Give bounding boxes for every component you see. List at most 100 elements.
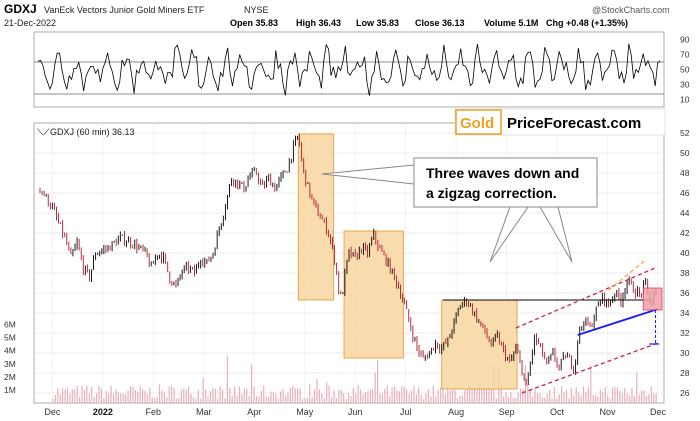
callout-line-1: Three waves down and (426, 165, 579, 181)
price-tick-label: 26 (680, 388, 690, 398)
stockcharts-credit: @StockCharts.com (592, 5, 670, 15)
volume-bar (95, 392, 98, 403)
volume-bar (161, 389, 163, 403)
volume-bar (207, 395, 209, 403)
volume-bar (289, 387, 291, 403)
volume-bar (418, 386, 420, 403)
volume-bar (452, 388, 454, 403)
volume-bar (488, 386, 490, 403)
callout-line-2: a zigzag correction. (426, 185, 557, 201)
volume-bar (175, 398, 178, 403)
volume-bar (69, 393, 71, 403)
callout-box (413, 157, 598, 208)
volume-bar (171, 386, 173, 403)
volume-bar (299, 388, 301, 403)
volume-bar (304, 397, 306, 403)
volume-bar (602, 392, 604, 403)
wave-box (343, 230, 404, 359)
volume-bar (151, 397, 153, 403)
volume-bar (483, 386, 485, 403)
volume-bar (573, 395, 575, 403)
volume-bar (236, 395, 238, 403)
rsi-tick-label: 90 (680, 35, 690, 45)
volume-bar (88, 393, 90, 403)
price-tick-label: 44 (680, 208, 690, 218)
price-tick-label: 52 (680, 128, 690, 138)
volume-bar (624, 388, 626, 403)
price-legend: GDXJ (60 min) 36.13 (50, 127, 135, 137)
volume-bar (229, 388, 231, 403)
volume-bar (156, 396, 158, 403)
channel-upper-line (515, 267, 656, 329)
volume-bar (389, 396, 391, 403)
volume-bar (626, 393, 628, 403)
volume-bar (379, 393, 381, 403)
volume-bar (611, 387, 614, 403)
volume-bar (558, 394, 560, 403)
volume-bar (466, 387, 468, 403)
volume-bar (83, 389, 86, 403)
price-tick-label: 30 (680, 348, 690, 358)
volume-bar (263, 385, 265, 403)
volume-bar (127, 390, 129, 403)
volume-bar (188, 386, 190, 403)
close-value: Close 36.13 (415, 18, 465, 28)
wave-box (441, 299, 518, 390)
volume-bar (374, 372, 376, 403)
volume-bar (362, 394, 364, 403)
volume-bar (376, 360, 379, 403)
volume-bar (275, 393, 277, 403)
month-label: May (296, 407, 314, 417)
volume-bar (66, 387, 69, 403)
volume-bar (648, 394, 650, 403)
volume-bar (597, 396, 599, 403)
volume-bar (517, 392, 519, 403)
volume-bar (653, 393, 655, 403)
volume-bar (335, 397, 337, 403)
month-label: Oct (550, 407, 565, 417)
volume-bar (166, 397, 168, 403)
volume-bar (129, 386, 132, 403)
month-label: Feb (146, 407, 162, 417)
volume-bar (439, 387, 442, 403)
volume-bar (360, 389, 362, 403)
volume-bar (163, 392, 165, 403)
rsi-line (37, 43, 661, 96)
volume-bar (437, 390, 439, 403)
volume-bar (347, 393, 350, 403)
volume-bar (522, 389, 524, 403)
volume-bar (384, 388, 386, 403)
volume-bar (260, 391, 262, 403)
price-tick-label: 40 (680, 248, 690, 258)
volume-bar (478, 385, 480, 403)
volume-bar (338, 389, 340, 403)
volume-bar (529, 390, 531, 403)
volume-bar (141, 388, 144, 403)
support-line (577, 308, 659, 336)
volume-tick-label: 1M (4, 385, 16, 395)
volume-bar (120, 393, 122, 403)
high-value: High 36.43 (296, 18, 341, 28)
volume-bar (456, 398, 459, 403)
volume-bar (413, 386, 415, 403)
volume-bar (645, 396, 648, 403)
volume-bar (217, 398, 219, 403)
volume-bar (202, 377, 204, 403)
volume-bar (621, 393, 623, 403)
volume-bar (386, 385, 388, 403)
volume-bar (544, 397, 546, 403)
volume-bar (476, 387, 478, 403)
month-label: 2022 (93, 407, 113, 417)
volume-bar (330, 397, 333, 403)
volume-bar (238, 386, 241, 403)
volume-bar (185, 389, 187, 403)
volume-bar (546, 394, 548, 403)
volume-bar (628, 395, 631, 403)
volume-bar (561, 386, 563, 403)
volume-bar (638, 394, 640, 403)
volume-bar (408, 393, 410, 403)
volume-bar (277, 398, 279, 403)
exchange-label: NYSE (244, 5, 269, 15)
volume-bar (287, 392, 289, 403)
volume-bar (105, 391, 107, 403)
